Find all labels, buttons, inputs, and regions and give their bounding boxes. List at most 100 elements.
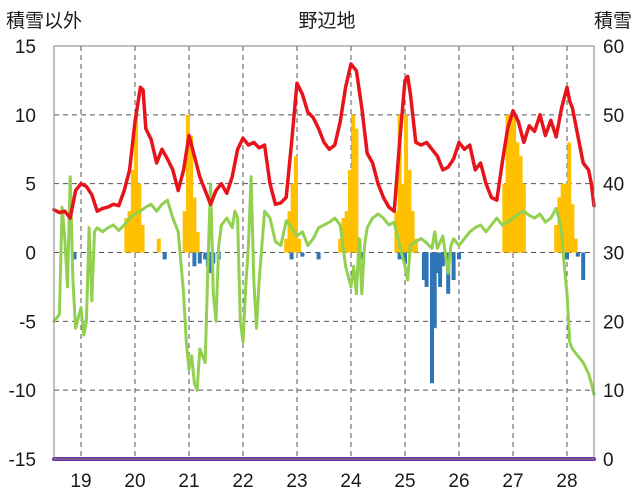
- snowfall-bar: [347, 169, 352, 253]
- snowfall-bar: [189, 135, 194, 253]
- snow-decrease-bar: [457, 252, 461, 260]
- x-tick-label: 24: [340, 471, 362, 492]
- snowfall-bar: [134, 114, 139, 253]
- snowfall-bar: [400, 183, 405, 253]
- plot-border: [53, 45, 595, 460]
- temperature-min-line: [52, 175, 596, 396]
- snowfall-bar: [338, 238, 343, 253]
- snow-decrease-bar: [435, 252, 440, 274]
- snowfall-bar: [407, 169, 412, 253]
- snow-decrease-bar: [316, 252, 321, 260]
- snowfall-bar: [502, 183, 507, 253]
- right-tick-label: 60: [603, 37, 624, 58]
- snow-decrease-bar: [440, 252, 445, 267]
- snowfall-bar: [130, 169, 135, 253]
- snowfall-bar: [567, 142, 572, 253]
- x-tick-label: 27: [502, 471, 523, 492]
- snowfall-bar: [397, 114, 402, 253]
- snowfall-bar: [512, 114, 517, 253]
- snowfall-bar: [505, 114, 510, 253]
- snowfall-bar: [140, 224, 145, 253]
- snowfall-bar: [413, 238, 418, 253]
- snow-decrease-bar: [421, 252, 426, 281]
- left-axis-title: 積雪以外: [6, 10, 82, 32]
- snowfall-bar: [410, 211, 415, 253]
- left-tick-label: 10: [15, 106, 36, 127]
- snowfall-bar: [137, 183, 142, 253]
- snowfall-bar: [351, 114, 356, 253]
- snowfall-bar: [284, 238, 289, 253]
- snow-decrease-bar: [162, 252, 167, 260]
- snow-decrease-bar: [565, 252, 569, 260]
- snow-decrease-bar: [203, 252, 208, 260]
- right-tick-label: 50: [603, 106, 624, 127]
- right-axis-ticks: 60 50 40 30 20 10 0: [603, 37, 624, 471]
- left-tick-label: -15: [9, 450, 36, 471]
- snow-decrease-bar: [192, 252, 197, 267]
- chart-title: 野辺地: [298, 10, 355, 32]
- snow-decrease-bar: [300, 252, 305, 257]
- snowfall-bar: [192, 197, 197, 253]
- snowfall-bar: [344, 211, 349, 253]
- plot-frame: [53, 45, 595, 460]
- snowfall-bar: [554, 224, 559, 253]
- x-tick-label: 22: [232, 471, 253, 492]
- snow-decrease-bar: [289, 252, 294, 260]
- snow-decrease-bar: [208, 252, 213, 274]
- snow-decrease-bar: [403, 252, 407, 264]
- snow-decrease-bar: [430, 252, 434, 384]
- right-tick-label: 40: [603, 175, 624, 196]
- snowfall-bar: [287, 211, 292, 253]
- snowfall-bar: [124, 218, 129, 253]
- right-tick-label: 30: [603, 244, 624, 265]
- x-tick-label: 28: [556, 471, 577, 492]
- left-tick-label: -5: [19, 312, 36, 333]
- right-tick-label: 10: [603, 381, 624, 402]
- left-tick-label: -10: [9, 381, 36, 402]
- snow-decrease-bar: [424, 252, 429, 287]
- snowfall-bar: [508, 114, 513, 253]
- snowfall-bar: [354, 128, 359, 253]
- snowfall-bar: [563, 183, 568, 253]
- snow-decrease-bar: [72, 252, 77, 260]
- snowfall-bar: [297, 238, 302, 253]
- x-tick-label: 21: [178, 471, 199, 492]
- right-axis-title: 積雪: [594, 10, 632, 32]
- snowfall-bar: [521, 183, 526, 253]
- bar-series: [72, 114, 586, 384]
- snow-decrease-bar: [432, 252, 437, 329]
- snowfall-bar: [127, 211, 132, 253]
- snowfall-bar: [293, 156, 298, 253]
- snowfall-bar: [570, 204, 575, 253]
- x-tick-label: 23: [286, 471, 307, 492]
- left-axis-ticks: 15 10 5 0 -5 -10 -15: [9, 37, 36, 471]
- snowfall-bar: [156, 238, 161, 253]
- snowfall-bar: [195, 231, 200, 253]
- right-tick-label: 20: [603, 312, 624, 333]
- snow-decrease-bar: [397, 252, 402, 260]
- snowfall-bar: [573, 238, 578, 253]
- x-tick-label: 19: [70, 471, 91, 492]
- snowfall-bar: [515, 142, 520, 253]
- snow-decrease-bar: [451, 252, 456, 281]
- snowfall-bar: [185, 114, 190, 253]
- snow-decrease-bar: [359, 252, 364, 260]
- snow-decrease-bar: [575, 252, 580, 257]
- x-tick-label: 20: [124, 471, 145, 492]
- snow-decrease-bar: [581, 252, 586, 281]
- left-tick-label: 5: [25, 175, 36, 196]
- snow-decrease-bar: [197, 252, 202, 264]
- snowfall-bar: [518, 156, 523, 253]
- left-tick-label: 0: [25, 244, 36, 265]
- snowfall-bar: [560, 183, 565, 253]
- snowfall-bar: [341, 218, 346, 253]
- snow-decrease-bar: [438, 252, 443, 287]
- x-tick-label: 26: [448, 471, 469, 492]
- snowfall-bar: [290, 183, 295, 253]
- right-tick-label: 0: [603, 450, 614, 471]
- x-axis-ticks: 19 20 21 22 23 24 25 26 27 28: [70, 471, 577, 492]
- x-tick-label: 25: [394, 471, 415, 492]
- snowfall-bar: [404, 114, 409, 253]
